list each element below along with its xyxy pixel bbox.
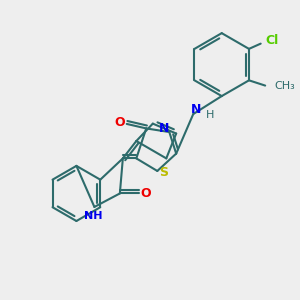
- Text: O: O: [141, 187, 151, 200]
- Text: NH: NH: [84, 211, 102, 221]
- Text: CH₃: CH₃: [274, 81, 295, 91]
- Text: S: S: [159, 166, 168, 179]
- Text: H: H: [206, 110, 214, 120]
- Text: N: N: [159, 122, 169, 135]
- Text: O: O: [115, 116, 125, 129]
- Text: N: N: [191, 103, 201, 116]
- Text: Cl: Cl: [265, 34, 278, 46]
